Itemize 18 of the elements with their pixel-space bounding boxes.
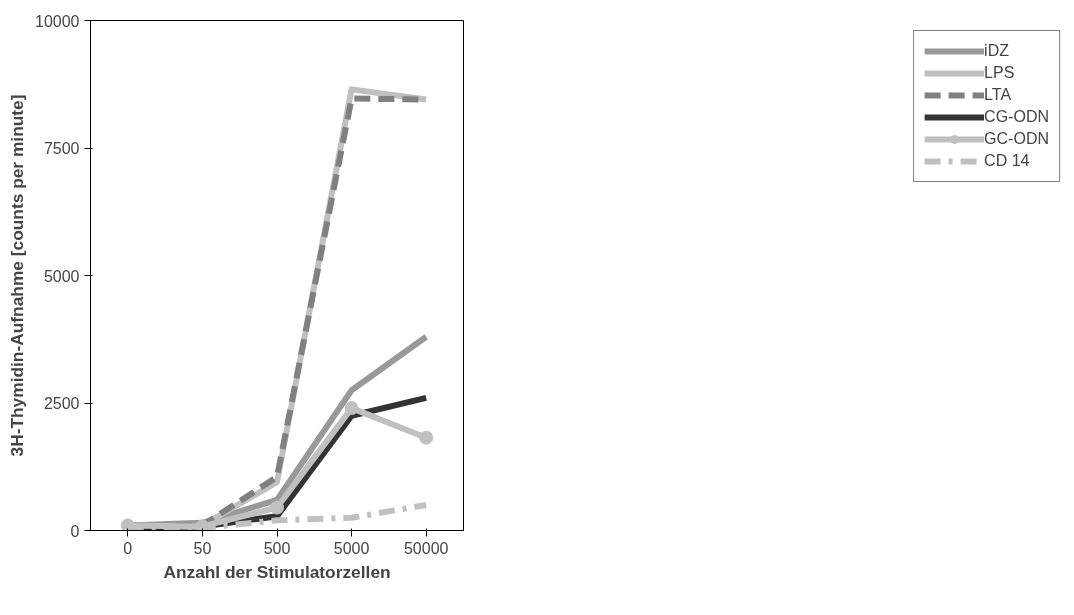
- y-tick-label: 10000: [35, 12, 80, 30]
- legend-label: CG-ODN: [984, 108, 1049, 126]
- legend-label: iDZ: [984, 42, 1009, 60]
- y-tick-label: 5000: [43, 267, 80, 285]
- x-tick-label: 5000: [333, 539, 370, 557]
- x-tick-label: 500: [263, 539, 291, 557]
- x-tick-label: 50000: [403, 539, 449, 557]
- x-axis-title: Anzahl der Stimulatorzellen: [163, 561, 391, 582]
- y-tick-label: 2500: [43, 395, 80, 412]
- y-axis-title: 3H-Thymidin-Aufnahme [counts per minute]: [7, 94, 28, 457]
- legend-label: LTA: [984, 86, 1012, 104]
- legend-label: GC-ODN: [984, 130, 1049, 148]
- legend-label: LPS: [984, 64, 1015, 82]
- y-tick-label: 7500: [43, 140, 80, 157]
- legend-label: CD 14: [984, 152, 1030, 170]
- y-tick-label: 0: [70, 522, 80, 540]
- x-tick-label: 50: [193, 539, 212, 557]
- x-tick-label: 0: [123, 539, 133, 557]
